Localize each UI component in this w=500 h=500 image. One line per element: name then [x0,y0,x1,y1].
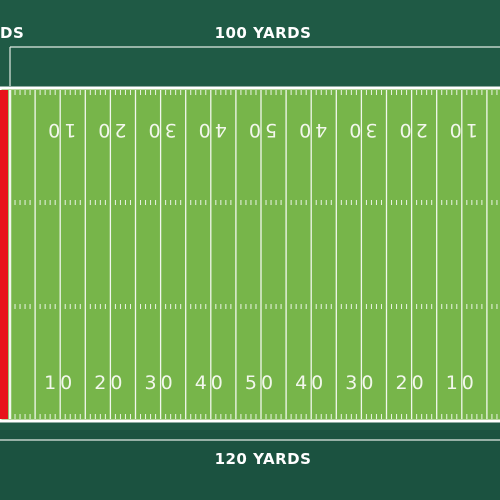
bottom-yard-number: 50 [245,372,277,394]
top-yard-number: 20 [396,119,428,141]
top-yard-number: 50 [245,119,277,141]
field-length-label: 100 YARDS [215,24,312,42]
bottom-yard-number: 30 [145,372,177,394]
bottom-yard-number: 30 [345,372,377,394]
top-yard-number: 40 [295,119,327,141]
bottom-yard-number: 20 [94,372,126,394]
total-length-label: 120 YARDS [215,450,312,468]
top-yard-number: 10 [44,119,76,141]
end-zone [0,90,8,419]
top-yard-number: 20 [94,119,126,141]
footer-band [0,430,500,500]
left-dimension-label: DS [0,24,24,42]
playing-field [0,86,500,423]
top-yard-number: 40 [195,119,227,141]
bottom-yard-number: 40 [195,372,227,394]
top-yard-number: 30 [145,119,177,141]
bottom-yard-number: 40 [295,372,327,394]
bottom-yard-number: 20 [396,372,428,394]
bottom-yard-number: 10 [44,372,76,394]
yard-numbers: 10 20 30 40 50 40 30 20 10 10 20 30 40 50 40 30 20 10 [44,119,478,394]
top-yard-number: 30 [345,119,377,141]
yard-lines [8,90,498,419]
bottom-yard-number: 10 [446,372,478,394]
top-yard-number: 10 [446,119,478,141]
